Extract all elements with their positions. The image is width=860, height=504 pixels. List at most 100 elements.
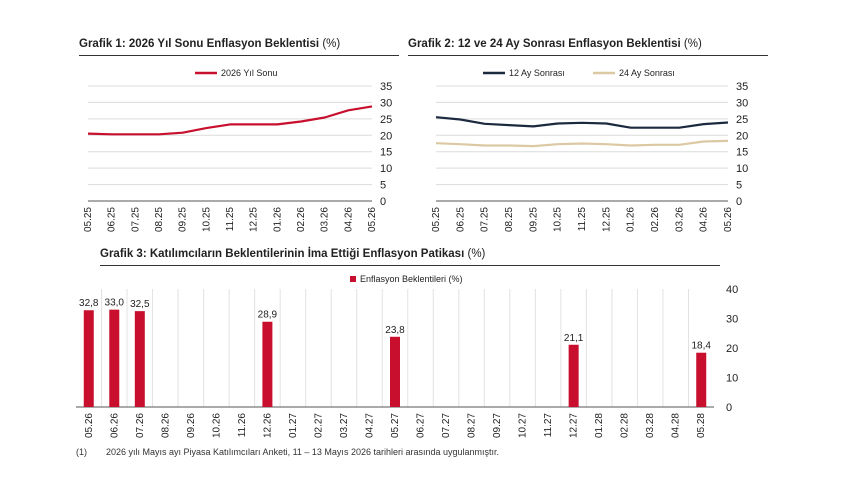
chart3-xtick-label: 05.26 <box>84 413 95 438</box>
chart1-legend-label-1: 2026 Yıl Sonu <box>221 68 277 78</box>
chart3-xtick-label: 01.27 <box>288 413 299 438</box>
chart1-title: Grafik 1: 2026 Yıl Sonu Enflasyon Beklen… <box>79 38 340 50</box>
chart1-xtick-label: 08.25 <box>154 207 165 232</box>
chart2-xtick-label: 09.25 <box>528 207 539 232</box>
chart2-ytick-label: 20 <box>736 130 748 142</box>
chart1-ytick-label: 20 <box>380 130 392 142</box>
chart2-xtick-label: 06.25 <box>455 207 466 232</box>
chart1-xtick-label: 01.26 <box>272 207 283 232</box>
chart2-ytick-label: 15 <box>736 147 748 159</box>
chart2-xtick-label: 05.25 <box>431 207 442 232</box>
chart3-legend-swatch <box>350 276 356 282</box>
footnote-marker: (1) <box>76 447 87 457</box>
chart3-data-label: 23,8 <box>385 325 405 336</box>
chart2-ytick-label: 0 <box>736 196 742 208</box>
chart2-xtick-label: 12.25 <box>601 207 612 232</box>
chart2-series-line-1 <box>435 116 729 129</box>
chart1-ytick-label: 10 <box>380 163 392 175</box>
chart1-title-unit: (%) <box>322 38 341 50</box>
chart1-xtick-label: 05.25 <box>83 207 94 232</box>
chart1-xtick-label: 05.26 <box>367 207 378 232</box>
chart3-bar <box>262 321 273 407</box>
chart1-xtick-label: 10.25 <box>201 207 212 232</box>
chart3-xtick-label: 09.26 <box>186 413 197 438</box>
chart3-xtick-label: 07.26 <box>135 413 146 438</box>
chart2-title-text: Grafik 2: 12 ve 24 Ay Sonrası Enflasyon … <box>408 38 681 50</box>
chart1-title-text: Grafik 1: 2026 Yıl Sonu Enflasyon Beklen… <box>79 38 320 50</box>
chart3-data-label: 33,0 <box>105 298 125 309</box>
chart3-xtick-label: 08.26 <box>160 413 171 438</box>
chart3-xtick-label: 06.27 <box>416 413 427 438</box>
chart3-xtick-label: 10.27 <box>518 413 529 438</box>
chart3-xtick-label: 05.28 <box>696 413 707 438</box>
chart2-xtick-label: 08.25 <box>504 207 515 232</box>
chart1-xtick-label: 07.25 <box>130 207 141 232</box>
chart3-xtick-label: 12.26 <box>262 413 273 438</box>
chart3-xtick-label: 11.27 <box>543 413 554 438</box>
chart3-xtick-label: 09.27 <box>492 413 503 438</box>
chart2-xtick-label: 01.26 <box>626 207 637 232</box>
chart1-xtick-label: 06.25 <box>107 207 118 232</box>
chart3-xtick-label: 02.27 <box>313 413 324 438</box>
chart2-ytick-label: 5 <box>736 180 742 192</box>
chart3-xtick-label: 05.27 <box>390 413 401 438</box>
chart1-xtick-label: 11.25 <box>225 207 236 232</box>
chart1-xtick-label: 09.25 <box>178 207 189 232</box>
chart3-data-label: 32,5 <box>130 299 150 310</box>
chart1-series-line-1 <box>87 105 373 136</box>
chart3-xtick-label: 10.26 <box>211 413 222 438</box>
chart3-xtick-label: 04.28 <box>671 413 682 438</box>
chart2-legend-label-1: 12 Ay Sonrası <box>509 68 565 78</box>
chart1-ytick-label: 5 <box>380 180 386 192</box>
chart3-data-label: 21,1 <box>564 333 584 344</box>
chart3-xtick-label: 11.26 <box>237 413 248 438</box>
chart3-legend-label: Enflasyon Beklentileri (%) <box>360 274 463 284</box>
chart2-title: Grafik 2: 12 ve 24 Ay Sonrası Enflasyon … <box>408 38 702 50</box>
chart3-ytick-label: 20 <box>726 343 738 355</box>
chart3-xtick-label: 12.27 <box>569 413 580 438</box>
chart3-title-rule <box>100 265 720 266</box>
chart1-ytick-label: 30 <box>380 97 392 109</box>
chart2-ytick-label: 10 <box>736 163 748 175</box>
chart2-xtick-label: 11.25 <box>577 207 588 232</box>
chart1-xtick-label: 12.25 <box>249 207 260 232</box>
chart3-xtick-label: 06.26 <box>109 413 120 438</box>
chart3-xtick-label: 03.28 <box>645 413 656 438</box>
chart3-xtick-label: 02.28 <box>620 413 631 438</box>
chart2-xtick-label: 02.26 <box>650 207 661 232</box>
chart2-ytick-label: 30 <box>736 97 748 109</box>
chart3-xtick-label: 07.27 <box>441 413 452 438</box>
chart3-xtick-label: 08.27 <box>467 413 478 438</box>
chart3-title-text: Grafik 3: Katılımcıların Beklentilerinin… <box>100 248 465 260</box>
chart2-xtick-label: 10.25 <box>553 207 564 232</box>
footnote: (1) 2026 yılı Mayıs ayı Piyasa Katılımcıl… <box>76 447 499 457</box>
chart2-title-rule <box>408 55 768 56</box>
chart2-title-unit: (%) <box>683 38 702 50</box>
chart2-xtick-label: 05.26 <box>723 207 734 232</box>
chart3-bar <box>568 344 579 407</box>
chart3-bar <box>390 336 400 407</box>
chart1-title-rule <box>79 55 399 56</box>
chart3-xtick-label: 01.28 <box>594 413 605 438</box>
chart3-data-label: 28,9 <box>258 310 278 321</box>
chart1-ytick-label: 15 <box>380 147 392 159</box>
chart3-ytick-label: 0 <box>726 402 732 414</box>
chart1-xtick-label: 02.26 <box>296 207 307 232</box>
chart1-xtick-label: 03.26 <box>320 207 331 232</box>
chart2-xtick-label: 04.26 <box>699 207 710 232</box>
chart3-bar <box>134 311 145 407</box>
chart2-xtick-label: 07.25 <box>480 207 491 232</box>
chart3-bar <box>83 310 94 407</box>
chart3-bar <box>109 309 120 407</box>
chart2-ytick-label: 35 <box>736 81 748 93</box>
chart2-series-line-2 <box>435 139 729 148</box>
chart1-ytick-label: 25 <box>380 114 392 126</box>
chart3-title: Grafik 3: Katılımcıların Beklentilerinin… <box>100 248 485 260</box>
chart3-bar <box>696 352 707 407</box>
chart3-data-label: 18,4 <box>692 341 712 352</box>
chart3-title-unit: (%) <box>467 248 486 260</box>
chart3-xtick-label: 04.27 <box>364 413 375 438</box>
chart2-legend-label-2: 24 Ay Sonrası <box>619 68 675 78</box>
chart1-ytick-label: 35 <box>380 81 392 93</box>
